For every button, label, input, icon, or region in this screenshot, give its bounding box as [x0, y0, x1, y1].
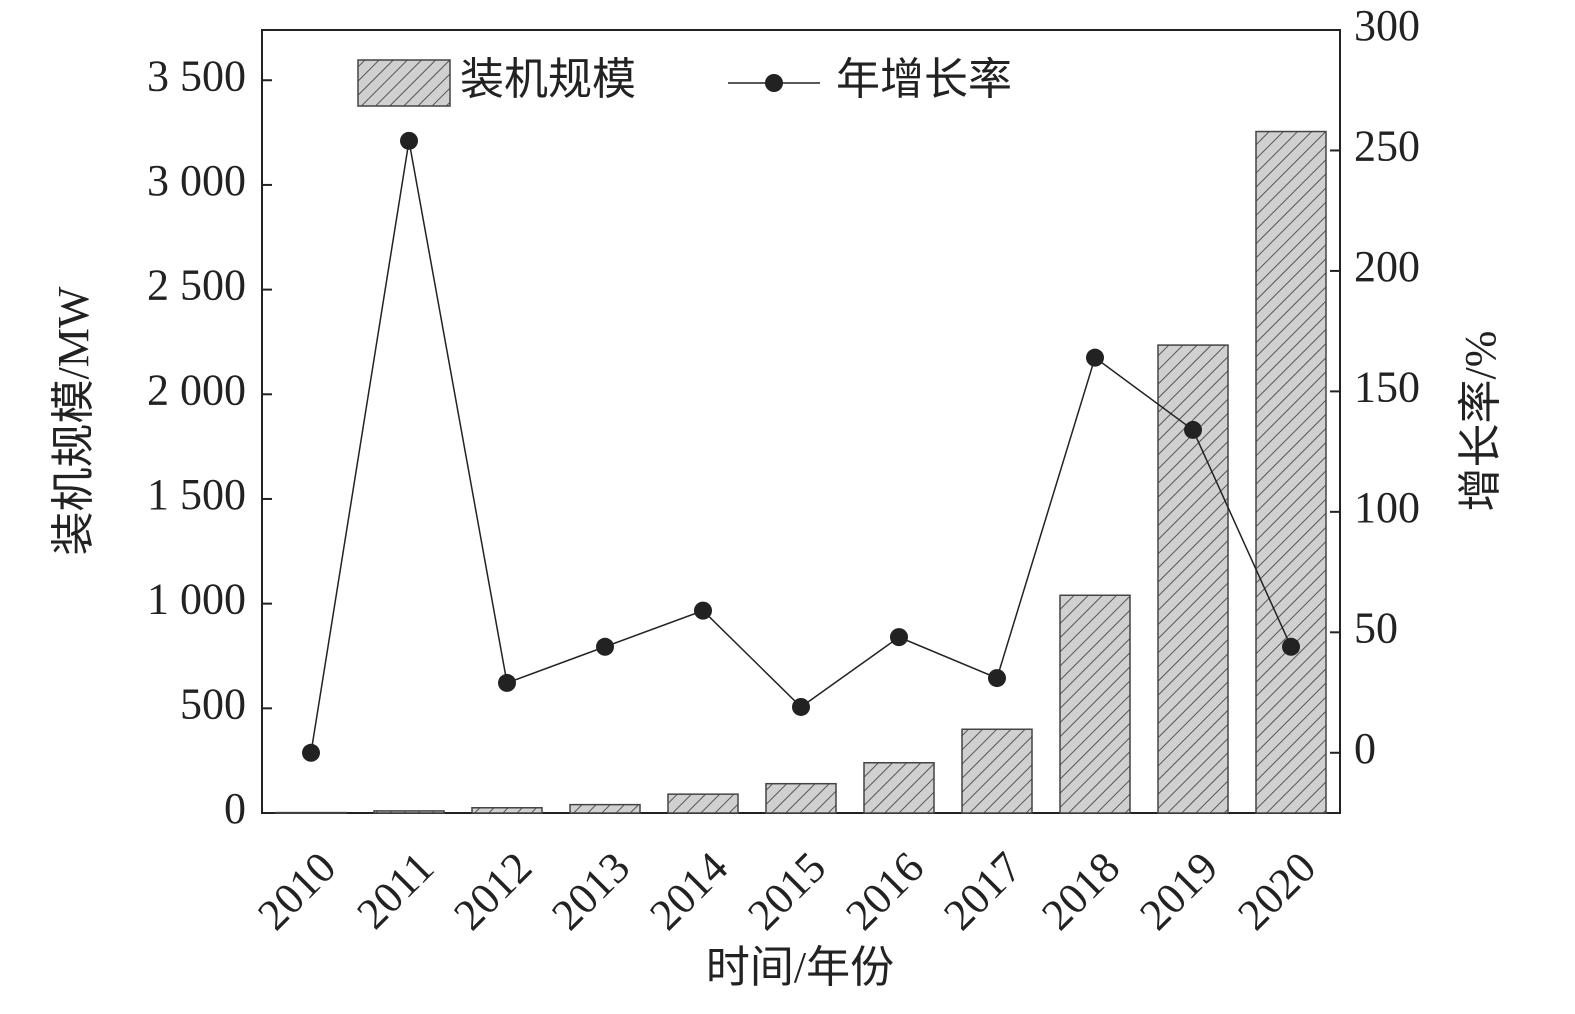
x-tick-label: 2016 — [836, 843, 933, 940]
bar — [1157, 344, 1229, 814]
bar — [471, 807, 543, 814]
legend-swatch — [765, 74, 783, 92]
x-tick-label: 2019 — [1130, 843, 1227, 940]
y-tick-label: 0 — [224, 784, 246, 833]
y2-tick-label: 300 — [1354, 1, 1420, 50]
bar — [667, 793, 739, 814]
bar — [1059, 594, 1131, 814]
y-tick-label: 1 500 — [147, 470, 246, 519]
line-point — [694, 601, 712, 620]
line-point — [1086, 348, 1104, 367]
y-tick-label: 3 000 — [147, 156, 246, 205]
x-tick-label: 2013 — [542, 843, 639, 940]
y-tick-label: 1 000 — [147, 575, 246, 624]
x-tick-label: 2020 — [1228, 843, 1325, 940]
legend-swatch — [357, 59, 451, 107]
y2-tick-label: 50 — [1354, 603, 1398, 652]
y-tick-label: 2 500 — [147, 261, 246, 310]
y-tick-label: 500 — [180, 679, 246, 728]
line — [310, 140, 1292, 753]
x-tick-label: 2011 — [347, 843, 443, 939]
x-tick-label: 2015 — [738, 843, 835, 940]
line-point — [498, 673, 516, 692]
y2-tick-label: 0 — [1354, 724, 1376, 773]
line-point — [1282, 637, 1300, 656]
y2-tick-label: 150 — [1354, 362, 1420, 411]
y-axis-title: 装机规模/MW — [49, 286, 98, 555]
x-tick-label: 2010 — [248, 843, 345, 940]
y-tick-label: 3 500 — [147, 51, 246, 100]
x-tick-label: 2014 — [640, 843, 737, 940]
line-point — [988, 669, 1006, 688]
line-point — [400, 131, 418, 150]
line-point — [1184, 420, 1202, 439]
y2-tick-label: 100 — [1354, 483, 1420, 532]
x-tick-label: 2017 — [934, 843, 1031, 940]
bar — [863, 762, 935, 814]
y2-tick-label: 200 — [1354, 242, 1420, 291]
bar — [569, 803, 641, 814]
bar — [373, 810, 445, 814]
x-tick-label: 2018 — [1032, 843, 1129, 940]
line-point — [302, 743, 320, 762]
bar — [765, 782, 837, 814]
bar — [1255, 130, 1327, 814]
line-point — [890, 628, 908, 647]
y2-tick-label: 250 — [1354, 122, 1420, 171]
y2-axis-title: 增长率/% — [1456, 331, 1505, 512]
y-tick-label: 2 000 — [147, 365, 246, 414]
bar — [961, 728, 1033, 814]
line-point — [792, 697, 810, 716]
x-axis-title: 时间/年份 — [706, 943, 894, 992]
legend-label: 年增长率 — [836, 55, 1012, 104]
x-tick-label: 2012 — [444, 843, 541, 940]
line-point — [596, 637, 614, 656]
legend-label: 装机规模 — [460, 55, 636, 104]
